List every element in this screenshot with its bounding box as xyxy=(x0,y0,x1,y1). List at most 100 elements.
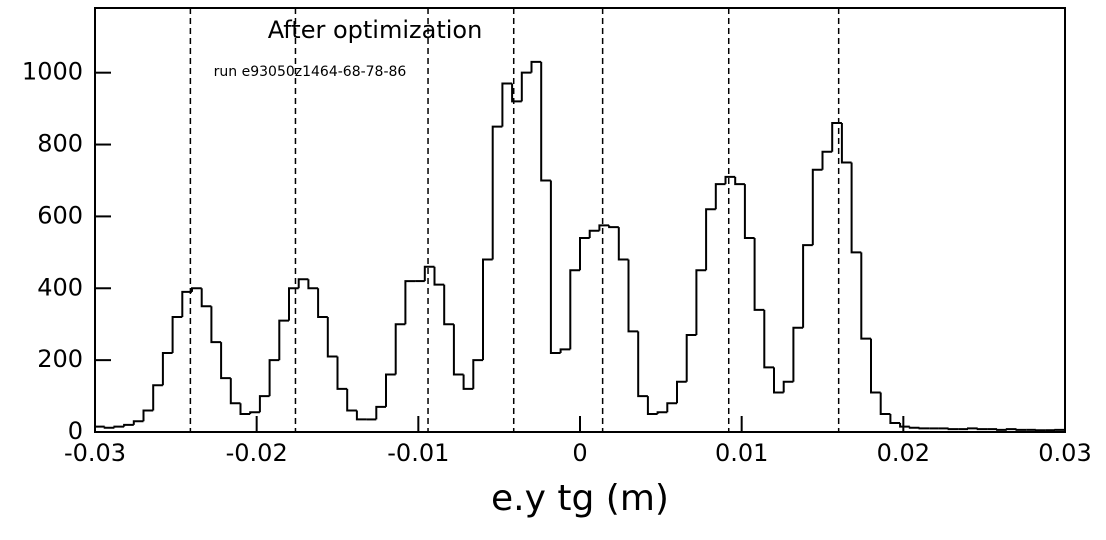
x-axis-label: e.y tg (m) xyxy=(491,478,669,519)
x-tick-label: 0 xyxy=(572,439,587,467)
histogram-bin xyxy=(482,258,493,361)
histogram-bin xyxy=(753,237,765,311)
histogram-bin xyxy=(908,426,920,429)
histogram-bin xyxy=(443,284,454,326)
histogram-bin xyxy=(491,125,503,260)
histogram-bin xyxy=(870,338,881,394)
histogram-bin xyxy=(617,227,629,261)
histogram-bin xyxy=(346,388,357,412)
histogram-bin xyxy=(743,184,755,239)
histogram-bin xyxy=(220,342,231,380)
histogram-bin xyxy=(646,396,658,416)
histogram-bin xyxy=(530,60,542,73)
histogram-bin xyxy=(802,244,813,328)
histogram-bin xyxy=(569,269,580,350)
histogram-bin xyxy=(588,229,600,238)
histogram-bin xyxy=(627,259,639,333)
histogram-bin xyxy=(355,410,367,421)
histogram-bin xyxy=(161,351,173,386)
histogram-bin xyxy=(511,83,522,103)
x-tick-label: 0.03 xyxy=(1038,439,1091,467)
chart-title: After optimization xyxy=(268,16,483,44)
histogram-bin xyxy=(94,425,105,432)
histogram-bin xyxy=(724,175,736,185)
histogram-bin xyxy=(375,405,386,420)
histogram-bin xyxy=(967,427,978,430)
histogram-bin xyxy=(637,331,648,398)
histogram-bin xyxy=(278,319,289,361)
histogram-bin xyxy=(549,180,561,354)
histogram-bin xyxy=(123,423,134,427)
histogram-bin xyxy=(1005,428,1017,431)
x-tick-label: -0.01 xyxy=(387,439,449,467)
histogram-bin xyxy=(598,224,610,231)
y-tick-label: 800 xyxy=(37,130,83,158)
histogram-bin xyxy=(501,82,513,127)
histogram-bin xyxy=(918,427,930,430)
histogram-bin xyxy=(899,423,910,428)
y-tick-label: 200 xyxy=(37,345,83,373)
histogram-bin xyxy=(191,287,202,292)
histogram-bin xyxy=(811,168,823,246)
histogram-bin xyxy=(103,426,115,429)
histogram-bin xyxy=(288,287,299,321)
x-tick-label: 0.01 xyxy=(715,439,768,467)
histogram-bin xyxy=(200,288,212,308)
histogram-bin xyxy=(821,150,833,170)
histogram-bin xyxy=(860,252,871,340)
histogram-bin xyxy=(666,402,677,413)
histogram-bin xyxy=(889,414,901,425)
histogram-bin xyxy=(268,359,280,397)
histogram-bin xyxy=(336,356,348,390)
histogram-bin xyxy=(705,208,716,271)
histogram-bin xyxy=(608,225,619,229)
histogram-bin xyxy=(559,348,571,353)
histogram-bin xyxy=(947,428,959,431)
histogram-bin xyxy=(840,122,852,164)
histogram-bin xyxy=(714,183,726,210)
y-tick-label: 600 xyxy=(37,201,83,229)
histogram-bin xyxy=(229,378,241,405)
histogram-bin xyxy=(258,395,270,413)
y-tick-label: 0 xyxy=(68,417,83,445)
histogram-bin xyxy=(656,411,668,415)
histogram-bin xyxy=(239,403,251,416)
histogram-bin xyxy=(307,279,319,290)
histogram-bin xyxy=(763,309,774,369)
histogram-bin xyxy=(152,384,163,411)
histogram-bin xyxy=(540,61,551,182)
x-tick-label: 0.02 xyxy=(877,439,930,467)
histogram-bin xyxy=(326,317,338,358)
histogram-bin xyxy=(113,425,125,428)
histogram-bin xyxy=(181,290,192,318)
histogram-bin xyxy=(297,278,309,289)
histogram-bin xyxy=(831,121,842,152)
histogram-bin xyxy=(695,269,707,335)
histogram-bin xyxy=(132,420,144,425)
histogram-bin xyxy=(142,409,154,422)
histogram-bin xyxy=(782,380,794,393)
histogram-bin xyxy=(394,323,406,375)
histogram-bin xyxy=(520,71,532,102)
histogram-bin xyxy=(433,266,445,286)
x-tick-label: -0.03 xyxy=(64,439,126,467)
histogram-bin xyxy=(850,162,862,254)
histogram-bin xyxy=(317,288,328,319)
y-tick-label: 1000 xyxy=(22,58,83,86)
histogram-bin xyxy=(676,380,687,404)
histogram-bin xyxy=(579,236,590,271)
histogram-bin xyxy=(773,367,784,394)
histogram-bin xyxy=(423,265,435,282)
y-tick-label: 400 xyxy=(37,273,83,301)
histogram-bin xyxy=(792,326,804,382)
histogram-bin xyxy=(385,373,396,407)
histogram-bin xyxy=(462,374,474,390)
histogram-bin xyxy=(734,176,745,186)
histogram-bin xyxy=(404,280,416,325)
histogram-bin xyxy=(996,428,1007,431)
histogram-bin xyxy=(249,411,260,415)
histogram-bin xyxy=(210,306,222,344)
annotation: run e93050z1464-68-78-86 xyxy=(214,64,407,80)
histogram-bin xyxy=(452,324,464,376)
